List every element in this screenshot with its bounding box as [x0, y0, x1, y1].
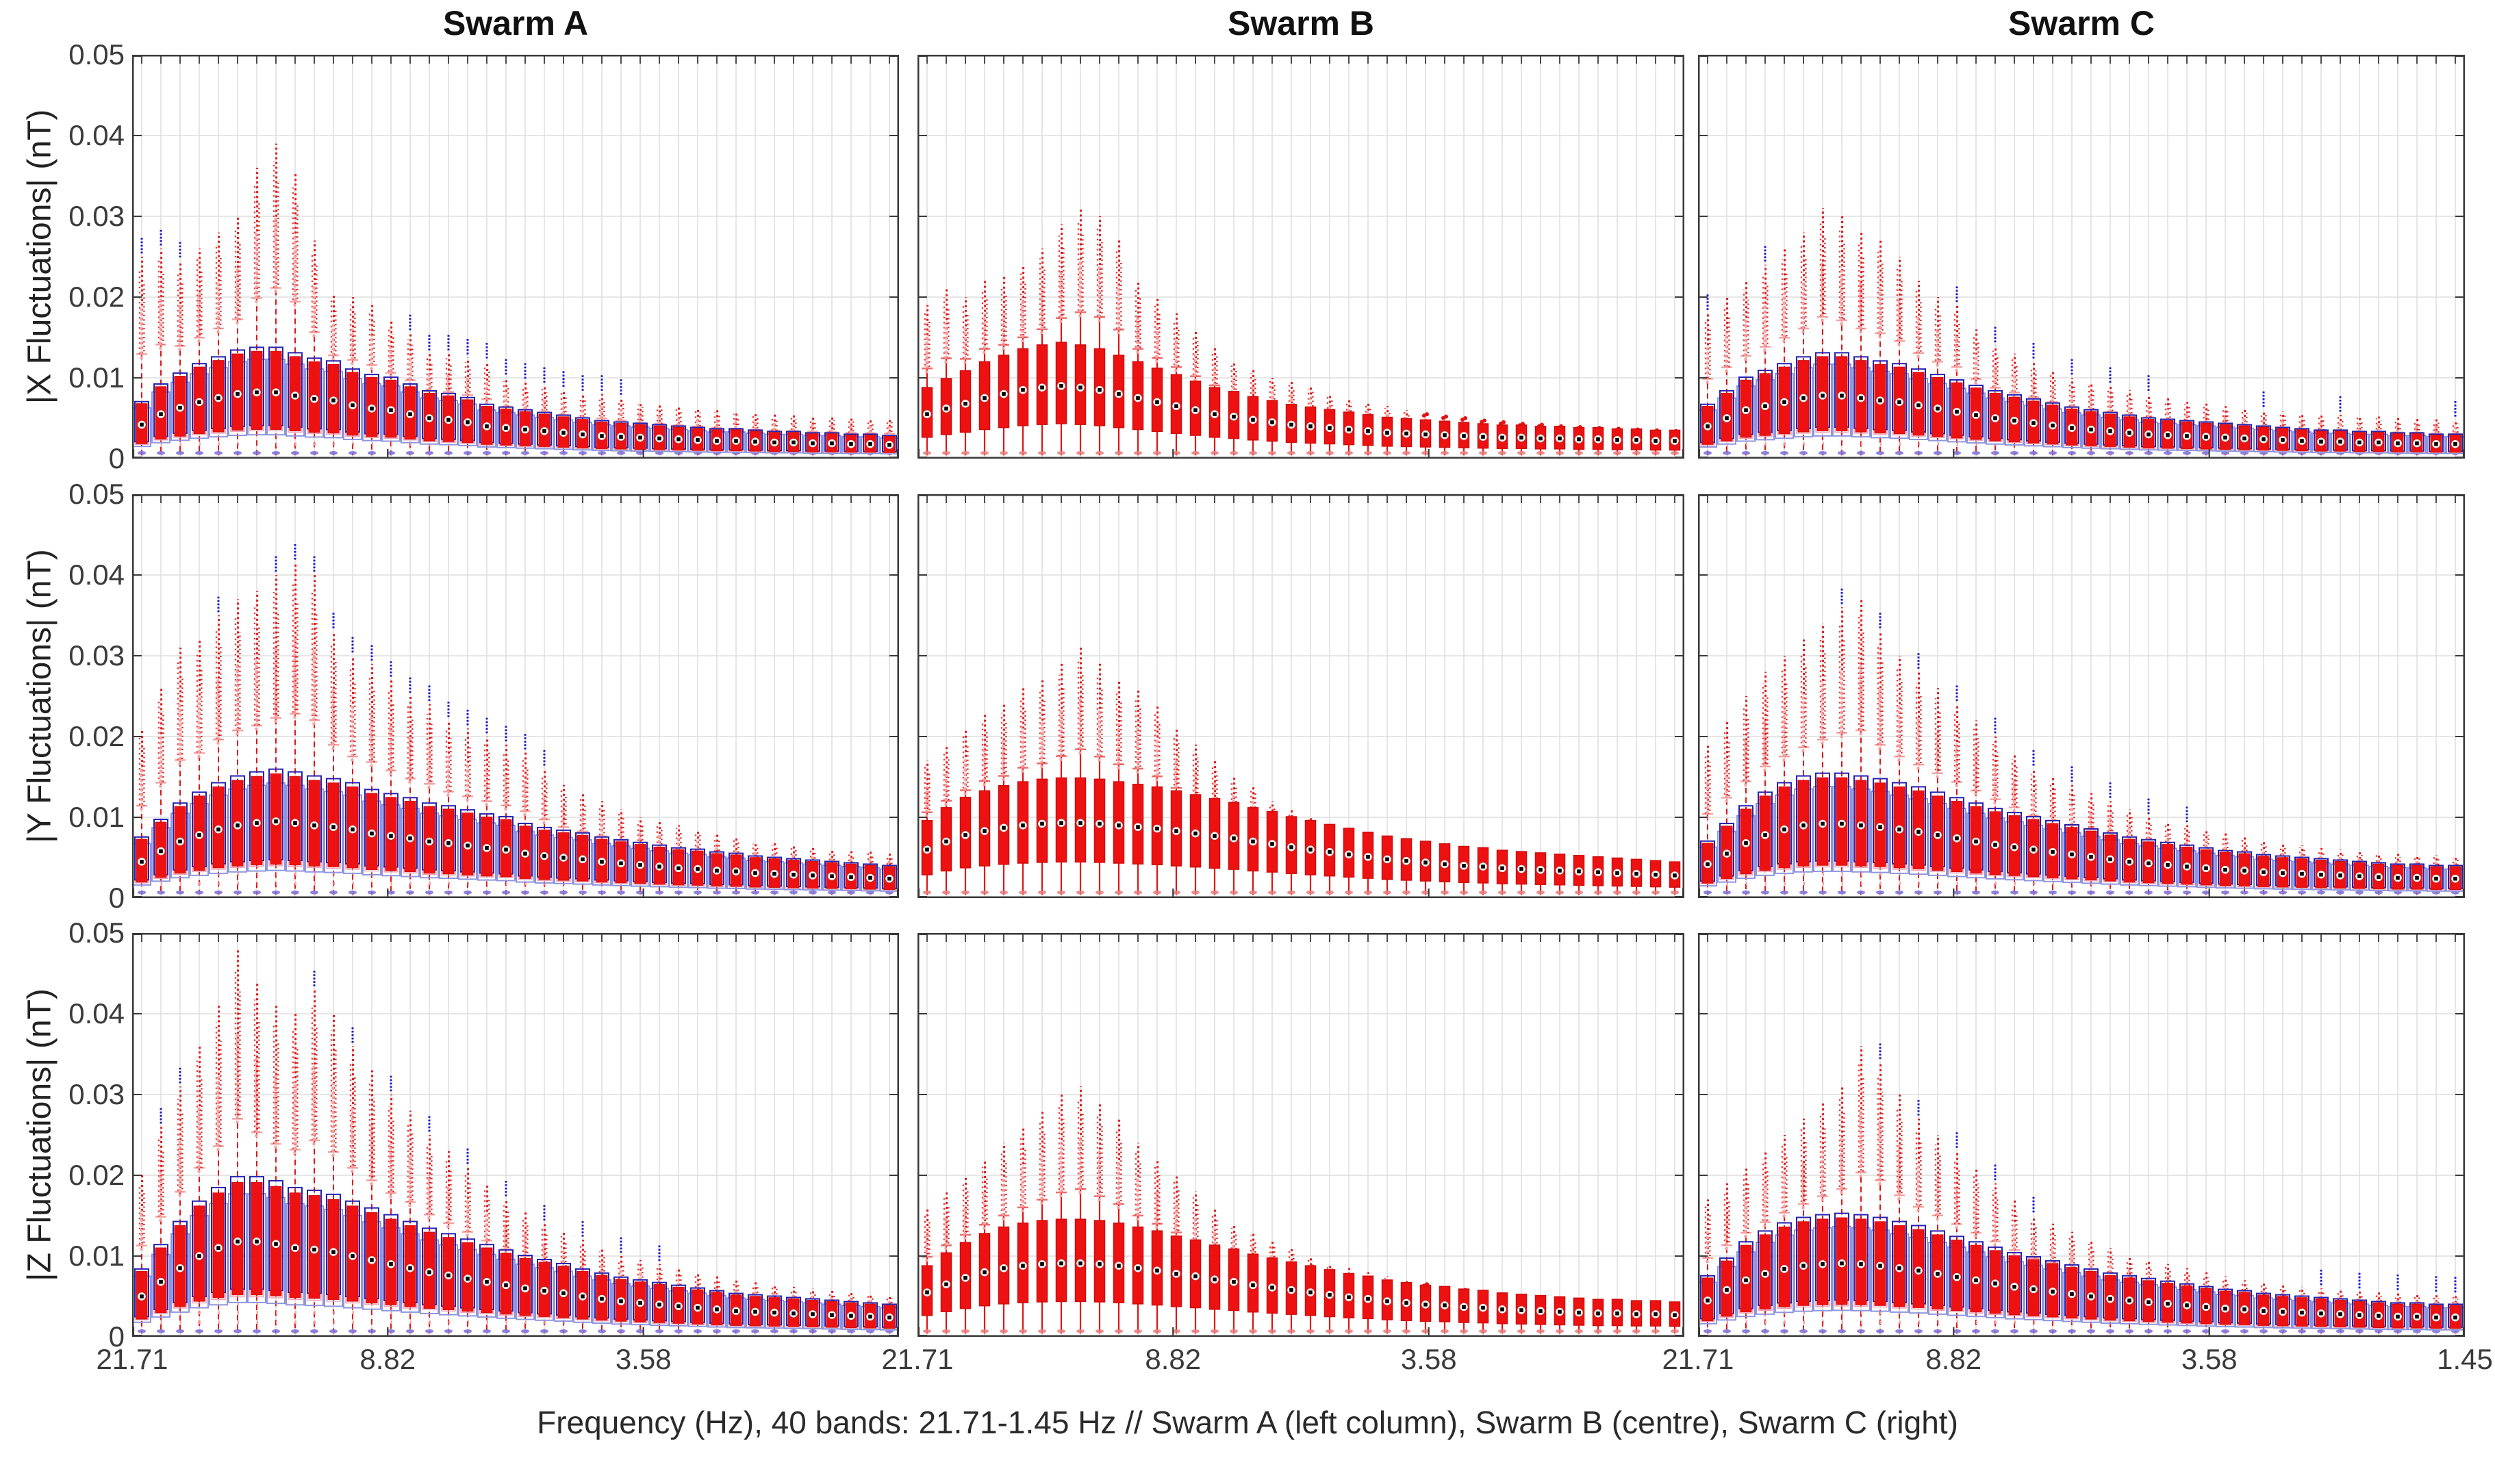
y-tick-label-row3: 0.04: [68, 997, 125, 1029]
column-title-swarm-b: Swarm B: [1228, 4, 1374, 42]
y-tick-label-row1: 0: [108, 442, 125, 474]
y-tick-label-row3: 0.05: [68, 917, 125, 949]
boxplot-svg-z-swarm-c: [1698, 933, 2465, 1337]
panel-y-swarm-a: [132, 494, 899, 898]
y-tick-label-row1: 0.02: [68, 281, 125, 313]
y-tick-label-row1: 0.05: [68, 38, 125, 71]
boxplot-svg-z-swarm-a: [132, 933, 899, 1337]
x-tick-label-col2: 3.58: [1400, 1343, 1457, 1375]
x-tick-label-col1: 8.82: [359, 1343, 416, 1375]
y-tick-label-row3: 0.02: [68, 1159, 125, 1191]
y-tick-label-row3: 0.01: [68, 1240, 125, 1272]
x-axis-caption: Frequency (Hz), 40 bands: 21.71-1.45 Hz …: [537, 1405, 1958, 1440]
y-tick-label-row2: 0.05: [68, 478, 125, 510]
y-axis-label-x: |X Fluctuations| (nT): [21, 109, 58, 405]
x-tick-label-col1: 3.58: [615, 1343, 672, 1375]
boxplot-svg-x-swarm-b: [917, 55, 1684, 459]
y-tick-label-row2: 0.02: [68, 720, 125, 752]
boxplot-svg-z-swarm-b: [917, 933, 1684, 1337]
boxplot-svg-y-swarm-a: [132, 494, 899, 898]
boxplot-svg-y-swarm-b: [917, 494, 1684, 898]
panel-x-swarm-c: [1698, 55, 2465, 459]
y-tick-label-row1: 0.01: [68, 361, 125, 394]
x-tick-label-col2: 21.71: [881, 1343, 954, 1375]
y-axis-label-y: |Y Fluctuations| (nT): [21, 549, 58, 843]
boxplot-svg-x-swarm-a: [132, 55, 899, 459]
panel-x-swarm-b: [917, 55, 1684, 459]
x-tick-label-col1: 21.71: [96, 1343, 168, 1375]
y-tick-label-row1: 0.03: [68, 200, 125, 232]
column-title-swarm-a: Swarm A: [442, 4, 589, 42]
y-tick-label-row2: 0: [108, 882, 125, 914]
x-tick-label-col2: 8.82: [1145, 1343, 1202, 1375]
y-tick-label-row3: 0.03: [68, 1078, 125, 1110]
panel-x-swarm-a: [132, 55, 899, 459]
x-tick-label-col3: 3.58: [2181, 1343, 2238, 1375]
panel-z-swarm-a: [132, 933, 899, 1337]
column-title-swarm-c: Swarm C: [2008, 4, 2155, 42]
y-tick-label-row3: 0: [108, 1320, 125, 1353]
boxplot-svg-y-swarm-c: [1698, 494, 2465, 898]
x-tick-label-col3: 1.45: [2437, 1343, 2493, 1375]
y-tick-label-row2: 0.01: [68, 801, 125, 833]
boxplot-svg-x-swarm-c: [1698, 55, 2465, 459]
y-tick-label-row2: 0.03: [68, 639, 125, 671]
x-tick-label-col3: 21.71: [1662, 1343, 1734, 1375]
y-tick-label-row2: 0.04: [68, 559, 125, 591]
y-tick-label-row1: 0.04: [68, 119, 125, 151]
y-axis-label-z: |Z Fluctuations| (nT): [21, 988, 58, 1281]
panel-z-swarm-c: [1698, 933, 2465, 1337]
panel-z-swarm-b: [917, 933, 1684, 1337]
panel-y-swarm-b: [917, 494, 1684, 898]
panel-y-swarm-c: [1698, 494, 2465, 898]
x-tick-label-col3: 8.82: [1925, 1343, 1982, 1375]
